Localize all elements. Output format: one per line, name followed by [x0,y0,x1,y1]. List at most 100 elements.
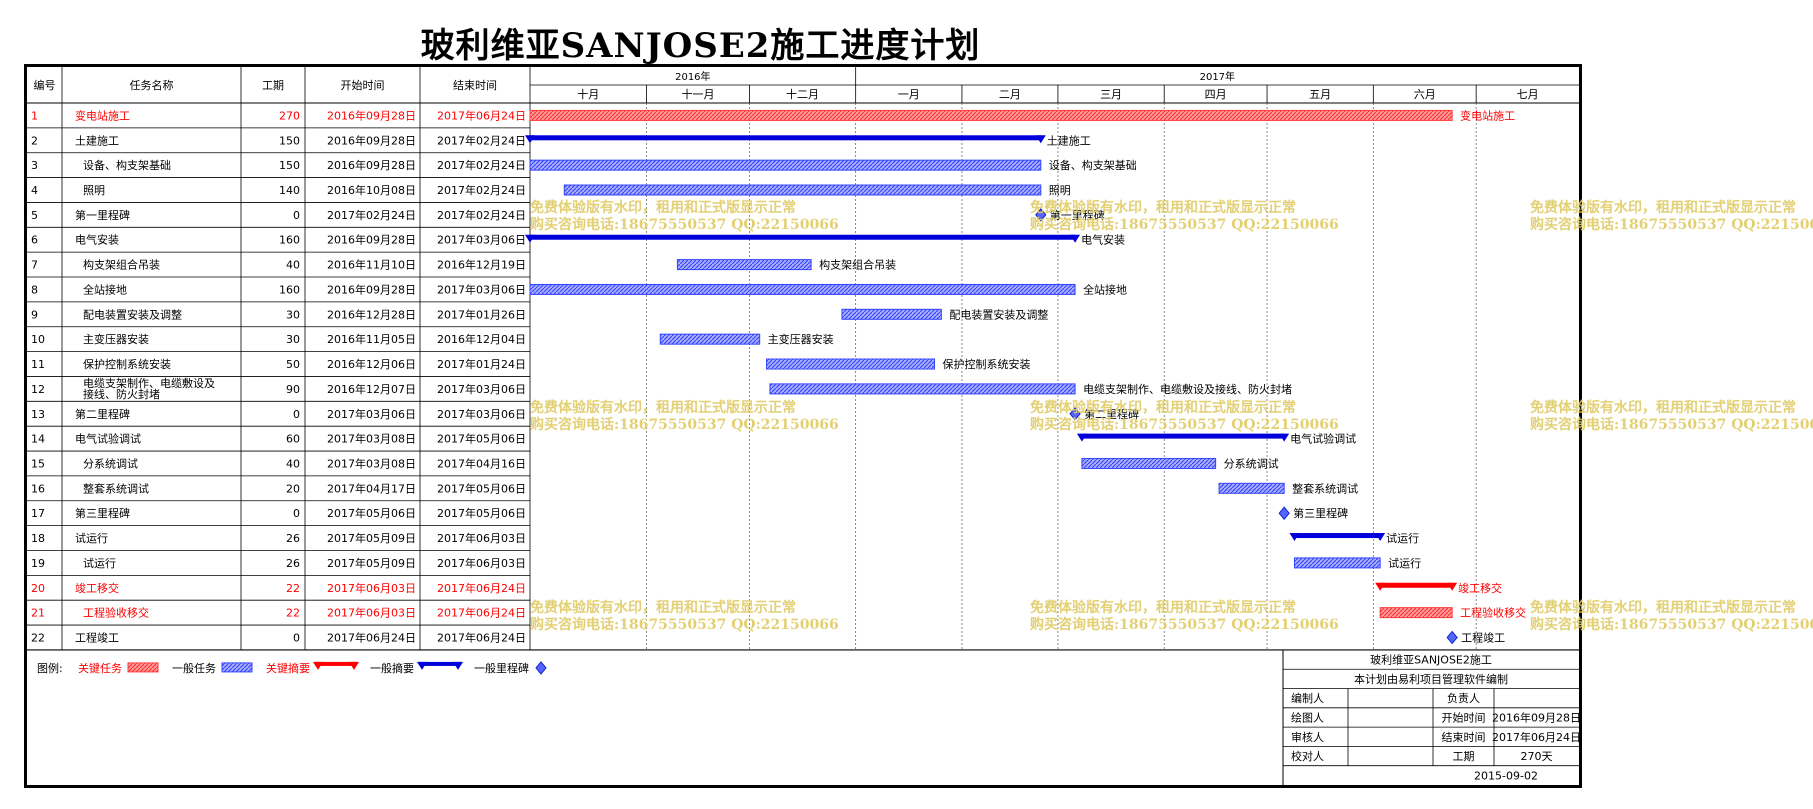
month-label: 四月 [1205,88,1227,101]
page-title-text: 玻利维亚SANJOSE2施工进度计划 [420,26,981,66]
month-label: 十一月 [681,87,714,101]
legend-label: 一般里程碑 [474,662,529,675]
watermark-line1: 免费体验版有水印，租用和正式版显示正常 [530,400,796,416]
year-label: 2016年 [675,70,710,83]
watermark-line1: 免费体验版有水印，租用和正式版显示正常 [1530,600,1796,616]
table-cell-name: 土建施工 [75,133,119,147]
info-compiler_label: 编制人 [1291,691,1324,705]
table-cell-start: 2017年06月03日 [327,581,416,595]
task-bar [1293,557,1381,569]
table-cell-id: 13 [31,408,45,421]
watermark-line2: 购买咨询电话:18675550537 QQ:22150066 [530,617,839,633]
table-cell-end: 2017年03月06日 [437,382,526,396]
info-drawer_label: 绘图人 [1291,710,1324,724]
legend-swatch-cap [453,661,463,670]
info-reviewer_label: 审核人 [1291,730,1324,744]
table-cell-name-line: 电缆支架制作、电缆敷设及 [83,376,215,390]
table-cell-start: 2016年12月07日 [327,382,416,396]
table-cell-start: 2017年05月09日 [327,556,416,570]
table-cell-id: 11 [31,358,45,371]
table-cell-start: 2017年03月08日 [327,456,416,470]
milestone-marker [1035,208,1047,222]
table-cell-duration: 60 [286,433,300,446]
table-cell-name: 整套系统调试 [83,481,149,495]
watermark: 免费体验版有水印，租用和正式版显示正常 购买咨询电话:18675550537 QQ… [530,600,839,634]
table-cell-end: 2017年06月24日 [437,606,526,620]
task-bar-label: 第一里程碑 [1050,208,1105,222]
table-cell-duration: 90 [286,383,300,396]
table-cell-end: 2017年02月24日 [437,158,526,172]
task-bar [676,259,812,271]
watermark-line2: 购买咨询电话:18675550537 QQ:22150066 [1530,617,1813,633]
watermark-line2: 购买咨询电话:18675550537 QQ:22150066 [1030,217,1339,233]
table-cell-name: 试运行 [83,557,116,570]
table-cell-end: 2017年05月06日 [437,481,526,495]
table-cell-name-line: 接线、防火封堵 [83,387,160,401]
table-cell-start: 2016年09月28日 [327,108,416,122]
table-cell-id: 18 [31,532,45,545]
legend-swatch-cap [417,661,427,670]
table-cell-duration: 22 [286,582,300,595]
watermark-line1: 免费体验版有水印，租用和正式版显示正常 [530,200,796,216]
watermark: 免费体验版有水印，租用和正式版显示正常 购买咨询电话:18675550537 QQ… [1030,200,1339,234]
info-note: 本计划由易利项目管理软件编制 [1354,672,1508,686]
table-cell-start: 2016年09月28日 [327,133,416,147]
summary-bar [1081,433,1285,439]
summary-bar [1294,533,1381,539]
year-label: 2017年 [1200,70,1235,83]
watermark: 免费体验版有水印，租用和正式版显示正常 购买咨询电话:18675550537 QQ… [530,200,839,234]
table-cell-id: 20 [31,582,45,595]
watermark-line2: 购买咨询电话:18675550537 QQ:22150066 [530,417,839,433]
table-cell-duration: 0 [293,209,300,222]
table-cell-id: 6 [31,234,38,247]
legend-swatch-cap [349,661,359,670]
info-duration_value: 270天 [1521,750,1553,763]
table-cell-name: 变电站施工 [75,108,130,122]
summary-bar [530,234,1076,240]
table-cell-duration: 26 [286,532,300,545]
task-bar-label: 构支架组合吊装 [819,258,896,272]
task-bar [1218,482,1285,494]
watermark-line2: 购买咨询电话:18675550537 QQ:22150066 [1530,417,1813,433]
table-cell-start: 2017年06月03日 [327,606,416,620]
watermark-line1: 免费体验版有水印，租用和正式版显示正常 [1030,400,1296,416]
table-cell-name: 试运行 [75,532,108,545]
table-cell-end: 2017年03月06日 [437,407,526,421]
table-cell-start: 2016年11月10日 [327,258,416,272]
table-cell-name: 电气安装 [75,233,119,247]
header-id: 编号 [34,78,56,92]
table-cell-id: 15 [31,457,45,470]
table-cell-duration: 270 [279,109,300,122]
table-cell-name: 电气试验调试 [75,432,141,446]
table-cell-start: 2017年06月24日 [327,630,416,644]
table-cell-start: 2017年05月06日 [327,506,416,520]
summary-bar [530,135,1041,141]
table-cell-duration: 0 [293,408,300,421]
watermark: 免费体验版有水印，租用和正式版显示正常 购买咨询电话:18675550537 QQ… [1530,400,1813,434]
table-cell-name: 全站接地 [83,282,127,296]
table-cell-duration: 50 [286,358,300,371]
table-cell-end: 2017年02月24日 [437,208,526,222]
task-bar-label: 工程验收移交 [1460,606,1526,620]
table-cell-name: 第一里程碑 [75,208,130,222]
table-cell-name: 第三里程碑 [75,506,130,520]
task-bar-label: 土建施工 [1047,133,1091,147]
table-cell-duration: 0 [293,631,300,644]
table-cell-end: 2017年06月03日 [437,531,526,545]
summary-end-cap [1035,135,1046,144]
watermark-line2: 购买咨询电话:18675550537 QQ:22150066 [1530,217,1813,233]
legend: 图例: 关键任务 一般任务 关键摘要 一般摘要 一般里程碑 [37,661,547,675]
table-cell-duration: 150 [279,159,300,172]
table-cell-start: 2016年09月28日 [327,233,416,247]
table-cell-name: 构支架组合吊装 [83,258,160,272]
legend-label: 关键任务 [78,661,122,675]
table-cell-name: 第二里程碑 [75,407,130,421]
milestone-marker [1069,406,1081,421]
info-end_label: 结束时间 [1442,731,1486,744]
table-cell-id: 9 [31,308,38,321]
header-start: 开始时间 [341,78,385,92]
table-cell-end: 2017年01月24日 [437,357,526,371]
table-cell-name: 电缆支架制作、电缆敷设及接线、防火封堵 [83,376,215,401]
table-cell-end: 2017年04月16日 [437,456,526,470]
